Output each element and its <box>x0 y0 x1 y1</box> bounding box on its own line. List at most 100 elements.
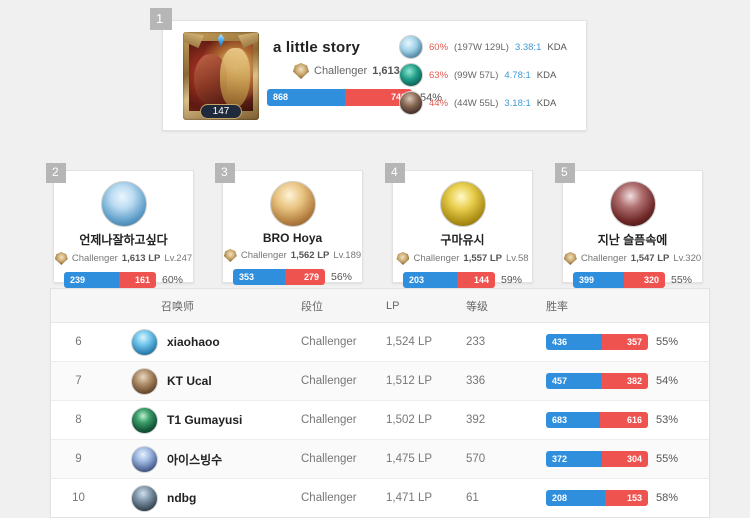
summoner-avatar-icon[interactable] <box>609 181 656 227</box>
summoner-avatar-icon <box>131 367 158 395</box>
wins-segment: 436 <box>546 334 603 350</box>
champion-stat-row[interactable]: 63% (99W 57L) 4.78:1 KDA <box>399 61 574 89</box>
table-row[interactable]: 10 ndbg Challenger 1,471 LP 61 208 153 5… <box>51 479 709 517</box>
row-rank: 9 <box>75 453 82 465</box>
losses-segment: 304 <box>602 451 648 467</box>
winrate-percent: 60% <box>161 274 183 286</box>
losses-segment: 382 <box>601 373 648 389</box>
summoner-name[interactable]: 언제나잘하고싶다 <box>79 233 168 247</box>
wins-segment: 399 <box>572 272 624 288</box>
row-rank: 7 <box>75 375 82 387</box>
champion-kda-value: 3.18:1 <box>504 97 531 109</box>
summoner-avatar-icon[interactable] <box>439 181 486 227</box>
champion-portrait-icon <box>399 91 423 115</box>
table-header-row: 召唤师 段位 LP 等级 胜率 <box>51 289 709 323</box>
winrate-row: 203 144 59% <box>393 272 532 288</box>
rank-3-card-wrapper[interactable]: 3 BRO Hoya Challenger 1,562 LP Lv.189 35… <box>215 163 363 285</box>
header-level[interactable]: 等级 <box>466 300 488 313</box>
header-tier[interactable]: 段位 <box>301 300 323 313</box>
tier-label: Challenger <box>413 253 460 264</box>
summoner-name: xiaohaoo <box>167 335 220 349</box>
losses-segment: 153 <box>605 490 648 506</box>
rank-1-card[interactable]: 147 a little story Challenger 1,613 LP 8… <box>162 20 587 131</box>
lp-value: 1,613 LP <box>121 253 161 264</box>
row-tier: Challenger <box>301 492 357 504</box>
summoner-name[interactable]: a little story <box>273 39 360 56</box>
rank-4-card-wrapper[interactable]: 4 구마유시 Challenger 1,557 LP Lv.58 203 144… <box>385 163 533 288</box>
row-summoner[interactable]: 아이스빙수 <box>106 445 301 473</box>
summoner-level: Lv.247 <box>164 253 193 264</box>
summoner-avatar-icon[interactable] <box>269 181 316 227</box>
rank-3-card[interactable]: BRO Hoya Challenger 1,562 LP Lv.189 353 … <box>222 170 363 285</box>
summoner-level: Lv.58 <box>505 253 529 264</box>
row-level: 336 <box>466 375 486 387</box>
tier-label: Challenger <box>71 253 118 264</box>
tier-row: Challenger 1,557 LP Lv.58 <box>393 252 532 265</box>
wins-segment: 239 <box>63 272 120 288</box>
winloss-bar: 208 153 <box>546 490 648 506</box>
winloss-bar: 399 320 <box>572 272 665 288</box>
summoner-name: 아이스빙수 <box>167 452 223 467</box>
summoner-avatar-icon <box>131 406 158 434</box>
lp-value: 1,547 LP <box>630 253 670 264</box>
winrate-percent: 56% <box>330 271 352 283</box>
table-row[interactable]: 8 T1 Gumayusi Challenger 1,502 LP 392 68… <box>51 401 709 440</box>
rank-badge: 2 <box>46 163 66 183</box>
summoner-avatar-icon[interactable] <box>100 181 147 227</box>
champion-stats-list: 60% (197W 129L) 3.38:1 KDA 63% (99W 57L)… <box>399 33 574 117</box>
summoner-avatar-icon <box>131 328 158 356</box>
table-row[interactable]: 6 xiaohaoo Challenger 1,524 LP 233 436 3… <box>51 323 709 362</box>
rank-badge: 3 <box>215 163 235 183</box>
challenger-emblem-icon <box>223 249 237 262</box>
rank-2-card-wrapper[interactable]: 2 언제나잘하고싶다 Challenger 1,613 LP Lv.247 23… <box>46 163 194 288</box>
tier-row: Challenger 1,562 LP Lv.189 <box>223 249 362 262</box>
losses-segment: 161 <box>119 272 156 288</box>
row-summoner[interactable]: xiaohaoo <box>106 328 301 356</box>
losses-segment: 616 <box>600 412 648 428</box>
wins-segment: 457 <box>546 373 602 389</box>
champion-portrait-icon <box>399 35 423 59</box>
row-winrate: 457 382 54% <box>546 373 709 389</box>
losses-segment: 279 <box>284 269 325 285</box>
champion-kda-label: KDA <box>536 69 557 81</box>
table-row[interactable]: 7 KT Ucal Challenger 1,512 LP 336 457 38… <box>51 362 709 401</box>
rank-1-card-wrapper[interactable]: 1 147 a little story Challenger 1,613 LP <box>150 8 595 131</box>
row-summoner[interactable]: KT Ucal <box>106 367 301 395</box>
header-winrate[interactable]: 胜率 <box>546 300 568 313</box>
tier-row: Challenger 1,613 LP Lv.247 <box>54 252 193 265</box>
winloss-bar: 372 304 <box>546 451 648 467</box>
row-lp: 1,471 LP <box>386 492 433 504</box>
winrate-percent: 55% <box>670 274 692 286</box>
table-row[interactable]: 9 아이스빙수 Challenger 1,475 LP 570 372 304 … <box>51 440 709 479</box>
row-lp: 1,512 LP <box>386 375 433 387</box>
winloss-bar: 683 616 <box>546 412 648 428</box>
rank-badge: 5 <box>555 163 575 183</box>
row-tier: Challenger <box>301 375 357 387</box>
challenger-emblem-icon <box>563 252 577 265</box>
rank-5-card-wrapper[interactable]: 5 지난 슬픔속에 Challenger 1,547 LP Lv.320 399… <box>555 163 703 288</box>
winloss-bar: 203 144 <box>402 272 495 288</box>
losses-segment: 748 <box>345 89 412 106</box>
row-summoner[interactable]: ndbg <box>106 484 301 512</box>
winloss-bar: 353 279 <box>232 269 325 285</box>
champion-kda-label: KDA <box>547 41 567 53</box>
champion-stat-row[interactable]: 44% (44W 55L) 3.18:1 KDA <box>399 89 574 117</box>
wins-segment: 208 <box>546 490 606 506</box>
row-level: 61 <box>466 492 479 504</box>
rank-4-card[interactable]: 구마유시 Challenger 1,557 LP Lv.58 203 144 5… <box>392 170 533 288</box>
header-lp[interactable]: LP <box>386 299 400 312</box>
summoner-name[interactable]: 구마유시 <box>440 233 485 247</box>
rank-badge: 1 <box>150 8 172 30</box>
rank-2-card[interactable]: 언제나잘하고싶다 Challenger 1,613 LP Lv.247 239 … <box>53 170 194 288</box>
summoner-avatar[interactable]: 147 <box>183 32 259 120</box>
wins-segment: 683 <box>546 412 601 428</box>
summoner-name[interactable]: BRO Hoya <box>262 231 323 245</box>
rank-5-card[interactable]: 지난 슬픔속에 Challenger 1,547 LP Lv.320 399 3… <box>562 170 703 288</box>
row-summoner[interactable]: T1 Gumayusi <box>106 406 301 434</box>
champion-stat-row[interactable]: 60% (197W 129L) 3.38:1 KDA <box>399 33 574 61</box>
winrate-percent: 55% <box>656 453 679 465</box>
row-winrate: 372 304 55% <box>546 451 709 467</box>
summoner-name[interactable]: 지난 슬픔속에 <box>597 233 668 247</box>
header-summoner[interactable]: 召唤师 <box>161 300 194 313</box>
